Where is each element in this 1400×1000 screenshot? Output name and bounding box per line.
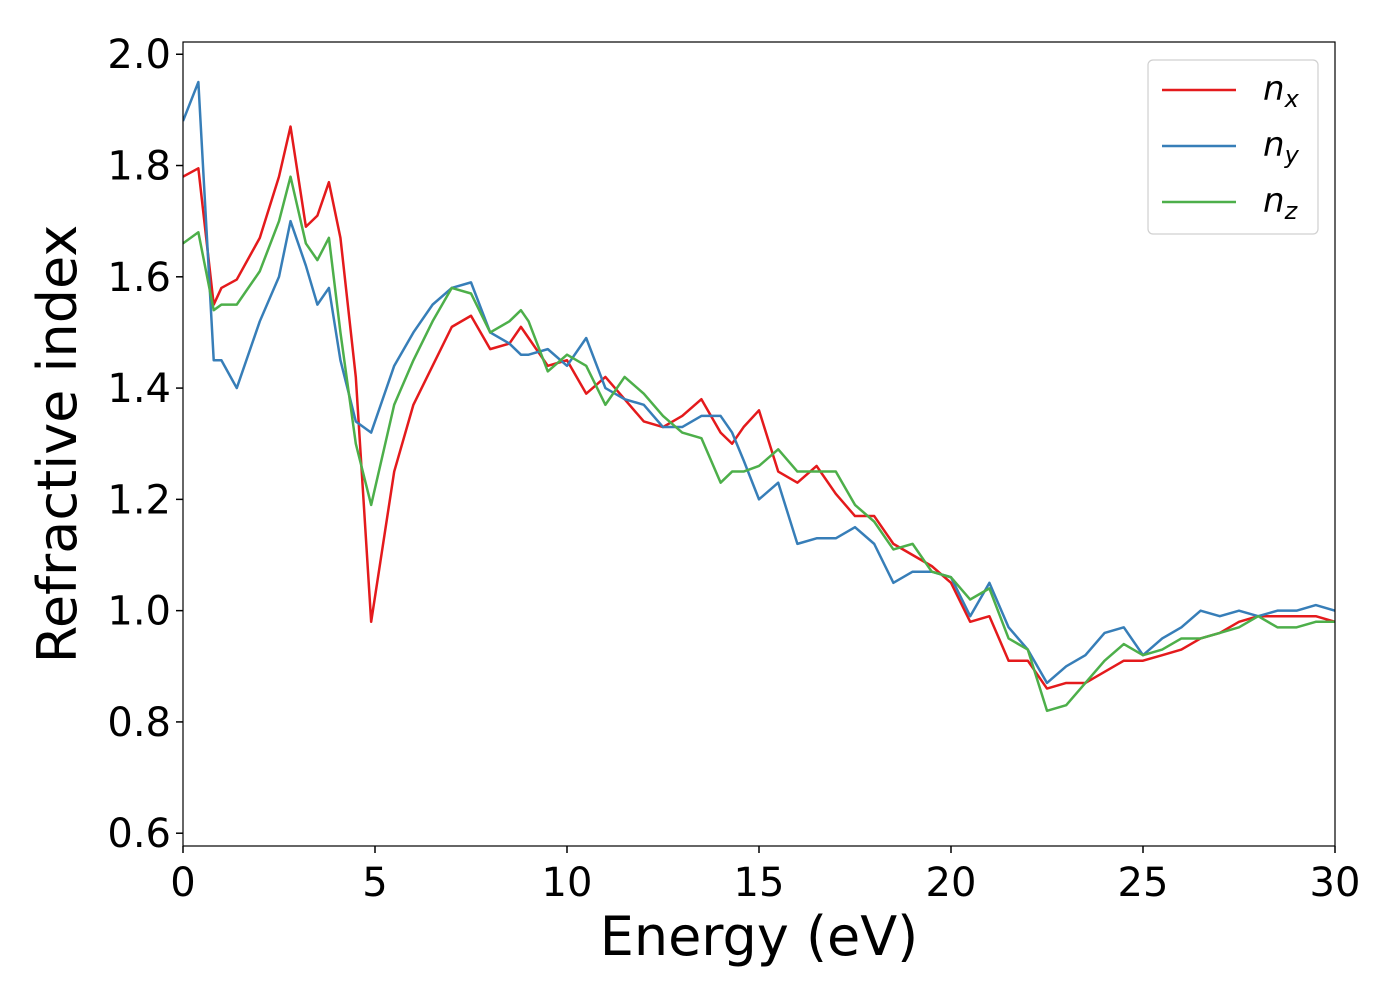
x-axis-label: Energy (eV)	[600, 905, 919, 968]
y-tick-label: 1.0	[107, 589, 171, 635]
legend-label: nx	[1263, 69, 1300, 114]
y-tick-label: 0.6	[107, 811, 171, 857]
x-tick-label: 25	[1118, 860, 1169, 906]
x-tick-label: 10	[542, 860, 593, 906]
y-tick-label: 1.2	[107, 477, 171, 523]
y-tick-label: 1.6	[107, 255, 171, 301]
x-tick-label: 0	[170, 860, 195, 906]
plot-frame	[182, 41, 1336, 847]
y-axis-label: Refractive index	[26, 225, 89, 664]
x-tick-label: 15	[734, 860, 785, 906]
legend-label: ny	[1263, 125, 1300, 170]
line-series	[183, 175, 1335, 713]
line-series	[183, 125, 1335, 690]
x-tick-label: 5	[362, 860, 387, 906]
x-tick-label: 30	[1310, 860, 1361, 906]
y-tick-label: 2.0	[107, 32, 171, 78]
y-tick-label: 1.4	[107, 366, 171, 412]
line-series	[183, 80, 1335, 685]
y-tick-label: 1.8	[107, 144, 171, 190]
y-tick-label: 0.8	[107, 700, 171, 746]
x-tick-label: 20	[926, 860, 977, 906]
legend-label: nz	[1263, 181, 1299, 226]
